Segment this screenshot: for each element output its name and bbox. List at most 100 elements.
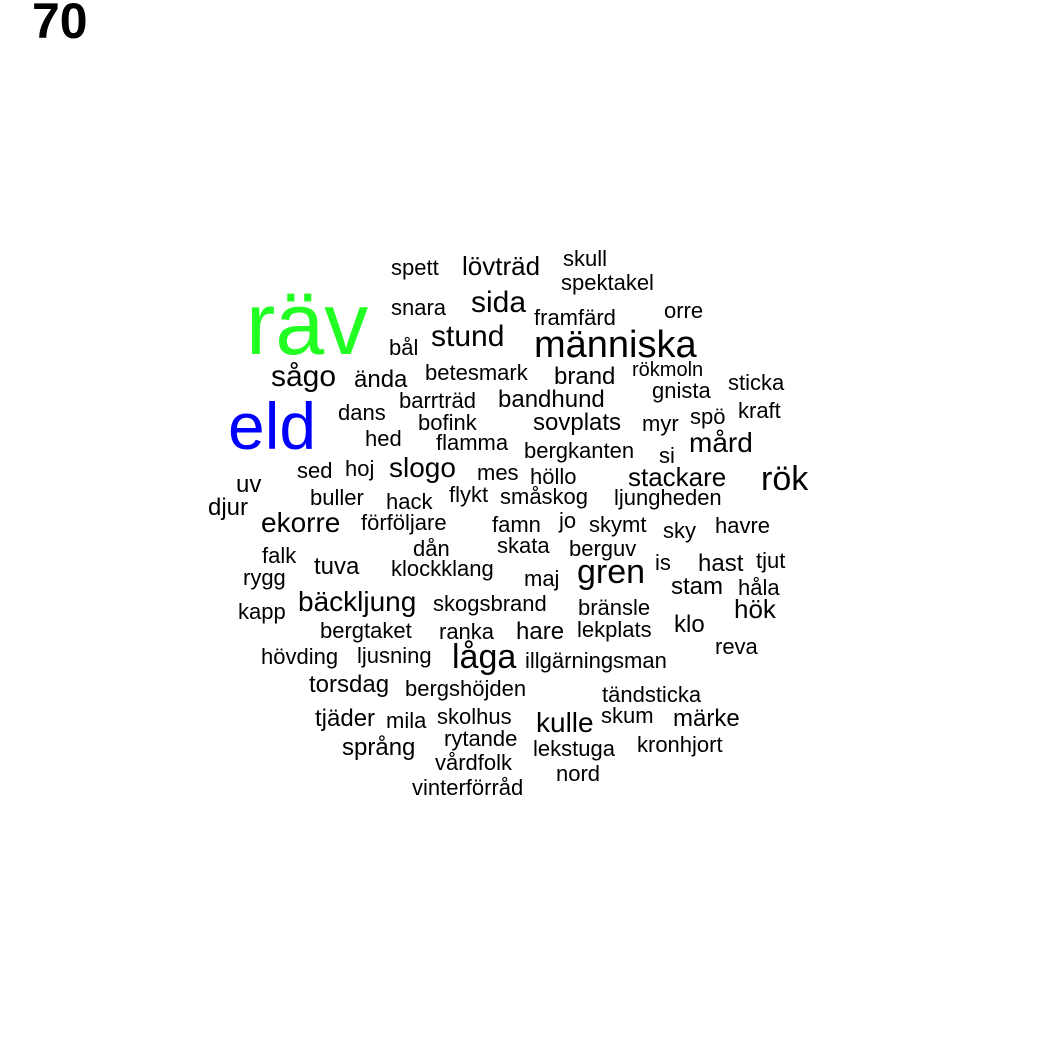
word-23: betesmark [425,360,528,385]
word-47: hack [386,489,433,514]
word-9: ekorre [261,507,341,538]
word-60: berguv [569,536,637,561]
word-54: jo [559,508,577,533]
word-71: skogsbrand [433,591,547,616]
word-21: bål [389,335,419,360]
word-85: bergshöjden [405,676,527,701]
word-42: mes [477,460,519,485]
word-56: sky [663,518,696,543]
word-27: gnista [652,378,711,403]
word-96: vårdfolk [435,750,513,775]
word-20: orre [664,298,704,323]
word-0: räv [246,274,369,373]
word-93: språng [342,734,416,761]
word-69: stam [671,573,724,600]
word-46: buller [310,485,364,510]
word-59: skata [497,533,550,558]
word-35: kraft [738,398,781,423]
word-30: dans [338,400,386,425]
word-32: sovplats [533,409,622,436]
word-65: is [655,550,671,575]
word-63: klockklang [391,556,494,581]
word-86: tändsticka [602,682,702,707]
word-62: tuva [314,553,360,580]
word-18: snara [391,295,447,320]
word-83: reva [715,634,758,659]
word-72: bränsle [578,595,651,620]
word-73: hök [734,594,776,624]
word-51: djur [208,494,249,521]
word-37: flamma [436,430,509,455]
word-67: tjut [756,548,786,573]
word-48: flykt [449,482,489,507]
word-78: lekplats [577,617,652,642]
word-2: människa [534,324,697,366]
word-15: spett [391,255,439,280]
word-88: mila [386,708,427,733]
word-79: klo [674,611,705,638]
word-39: si [659,443,675,468]
word-95: kronhjort [637,732,723,757]
word-31: bofink [418,410,477,435]
word-33: myr [642,411,679,436]
word-1: eld [228,389,317,463]
word-92: rytande [444,726,518,751]
word-77: hare [516,618,565,645]
word-14: lövträd [462,251,541,281]
word-76: ranka [439,619,495,644]
word-82: illgärningsman [525,648,667,673]
word-70: håla [738,575,780,600]
word-87: tjäder [315,705,376,732]
word-91: märke [673,705,740,732]
word-53: famn [492,512,541,537]
word-17: spektakel [561,270,654,295]
word-98: vinterförråd [412,775,524,800]
word-24: brand [554,363,616,390]
word-90: skum [601,703,654,728]
word-84: torsdag [309,671,390,698]
word-45: uv [236,471,262,498]
word-50: ljungheden [614,485,722,510]
word-74: kapp [238,599,286,624]
page-number: 70 [32,0,88,49]
word-7: stund [431,320,505,353]
word-4: gren [577,553,646,591]
word-5: låga [452,638,517,676]
word-26: sticka [728,370,785,395]
word-64: maj [524,566,560,591]
word-11: slogo [389,452,456,483]
word-8: sida [471,286,527,319]
word-55: skymt [589,512,647,537]
word-43: höllo [530,464,577,489]
word-29: bandhund [498,386,605,413]
word-12: mård [689,427,753,458]
word-34: spö [690,404,726,429]
word-38: bergkanten [524,438,635,463]
word-57: havre [715,513,771,538]
word-97: nord [556,761,601,786]
word-41: hoj [345,456,375,481]
word-49: småskog [500,484,589,509]
word-6: sågo [271,360,337,393]
word-28: barrträd [399,388,477,413]
word-58: dån [413,536,450,561]
word-40: sed [297,458,333,483]
word-44: stackare [628,462,727,492]
word-81: ljusning [357,643,432,668]
word-10: bäckljung [298,586,417,617]
word-25: rökmoln [632,359,704,381]
word-66: hast [698,550,744,577]
word-94: lekstuga [533,736,615,761]
word-68: rygg [243,565,286,590]
word-75: bergtaket [320,618,412,643]
word-22: ända [354,366,408,393]
word-52: förföljare [361,510,447,535]
word-61: falk [262,543,297,568]
word-80: hövding [261,644,339,669]
word-19: framfärd [534,305,616,330]
word-3: rök [761,460,809,498]
word-16: skull [563,246,608,271]
word-36: hed [365,426,402,451]
word-13: kulle [536,707,594,738]
